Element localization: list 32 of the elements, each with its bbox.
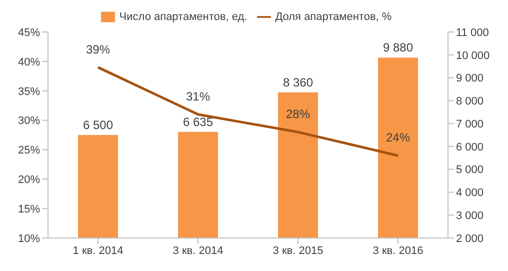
x-tick-label: 1 кв. 2014 (72, 244, 124, 257)
data-label: 6 500 (82, 118, 114, 132)
x-tick-label: 3 кв. 2015 (272, 244, 324, 257)
legend-label: Число апартаментов, ед. (119, 10, 248, 23)
y2-tick-label: 5 000 (456, 164, 484, 176)
data-label: 28% (286, 107, 310, 122)
y-tick-label: 40% (18, 56, 40, 68)
y2-tick-label: 2 000 (456, 232, 484, 245)
legend-label: Доля апартаментов, % (275, 10, 392, 23)
y-tick-label: 20% (18, 174, 40, 186)
y2-tick-label: 4 000 (456, 187, 484, 200)
y2-tick-label: 9 000 (456, 72, 484, 85)
data-label: 8 360 (282, 75, 314, 90)
y-tick-label: 10% (18, 232, 40, 245)
data-label: 31% (186, 89, 210, 104)
data-label: 39% (86, 42, 110, 56)
y2-tick-label: 8 000 (456, 96, 484, 108)
x-tick-label: 3 кв. 2014 (172, 244, 224, 257)
y2-tick-label: 7 000 (456, 118, 484, 130)
y2-tick-label: 6 000 (456, 141, 484, 154)
y-tick-label: 30% (18, 115, 40, 128)
y2-tick-label: 10 000 (456, 50, 490, 62)
data-label: 6 635 (182, 114, 214, 129)
y-tick-label: 25% (18, 144, 40, 157)
y-tick-label: 45% (18, 26, 40, 39)
y-tick-label: 15% (18, 203, 40, 216)
y2-tick-label: 3 000 (456, 210, 484, 222)
data-label: 9 880 (382, 40, 414, 55)
data-label: 24% (386, 130, 410, 145)
x-tick-label: 3 кв. 2016 (372, 244, 424, 257)
y2-tick-label: 11 000 (456, 26, 489, 39)
y-tick-label: 35% (18, 86, 40, 98)
